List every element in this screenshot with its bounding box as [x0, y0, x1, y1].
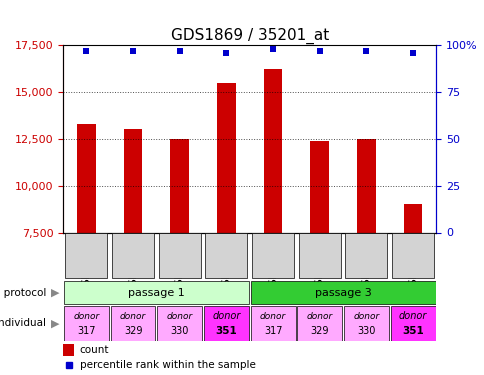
- Text: 329: 329: [123, 326, 142, 336]
- FancyBboxPatch shape: [110, 306, 155, 340]
- Text: donor: donor: [306, 312, 332, 321]
- FancyBboxPatch shape: [205, 233, 247, 278]
- FancyBboxPatch shape: [343, 306, 388, 340]
- FancyBboxPatch shape: [250, 306, 295, 340]
- Text: 329: 329: [310, 326, 328, 336]
- FancyBboxPatch shape: [390, 306, 435, 340]
- Bar: [403, 204, 422, 232]
- Text: count: count: [80, 345, 109, 355]
- Text: percentile rank within the sample: percentile rank within the sample: [80, 360, 255, 370]
- FancyBboxPatch shape: [204, 306, 248, 340]
- FancyBboxPatch shape: [65, 233, 107, 278]
- FancyBboxPatch shape: [158, 233, 200, 278]
- Text: donor: donor: [398, 311, 426, 321]
- Text: individual: individual: [0, 318, 46, 328]
- FancyBboxPatch shape: [250, 280, 435, 304]
- Bar: [123, 129, 142, 232]
- Text: donor: donor: [73, 312, 99, 321]
- FancyBboxPatch shape: [297, 306, 342, 340]
- Text: 351: 351: [215, 326, 237, 336]
- FancyBboxPatch shape: [345, 233, 387, 278]
- Text: 351: 351: [401, 326, 423, 336]
- FancyBboxPatch shape: [392, 233, 433, 278]
- Text: 330: 330: [170, 326, 189, 336]
- Text: 330: 330: [357, 326, 375, 336]
- Bar: [356, 139, 375, 232]
- Bar: [63, 344, 74, 355]
- Text: donor: donor: [166, 312, 193, 321]
- FancyBboxPatch shape: [298, 233, 340, 278]
- FancyBboxPatch shape: [64, 306, 108, 340]
- Text: 317: 317: [263, 326, 282, 336]
- FancyBboxPatch shape: [112, 233, 154, 278]
- FancyBboxPatch shape: [252, 233, 293, 278]
- Text: ▶: ▶: [51, 318, 60, 328]
- Text: donor: donor: [120, 312, 146, 321]
- FancyBboxPatch shape: [157, 306, 202, 340]
- FancyBboxPatch shape: [64, 280, 248, 304]
- Bar: [77, 124, 95, 232]
- Bar: [263, 69, 282, 232]
- Bar: [217, 82, 235, 232]
- Text: passage 1: passage 1: [128, 288, 184, 297]
- Text: donor: donor: [259, 312, 286, 321]
- Bar: [310, 141, 329, 232]
- Text: 317: 317: [77, 326, 95, 336]
- Bar: [170, 139, 189, 232]
- Text: donor: donor: [212, 311, 240, 321]
- Title: GDS1869 / 35201_at: GDS1869 / 35201_at: [170, 27, 328, 44]
- Text: donor: donor: [353, 312, 379, 321]
- Text: passage 3: passage 3: [314, 288, 371, 297]
- Text: growth protocol: growth protocol: [0, 288, 46, 297]
- Text: ▶: ▶: [51, 288, 60, 297]
